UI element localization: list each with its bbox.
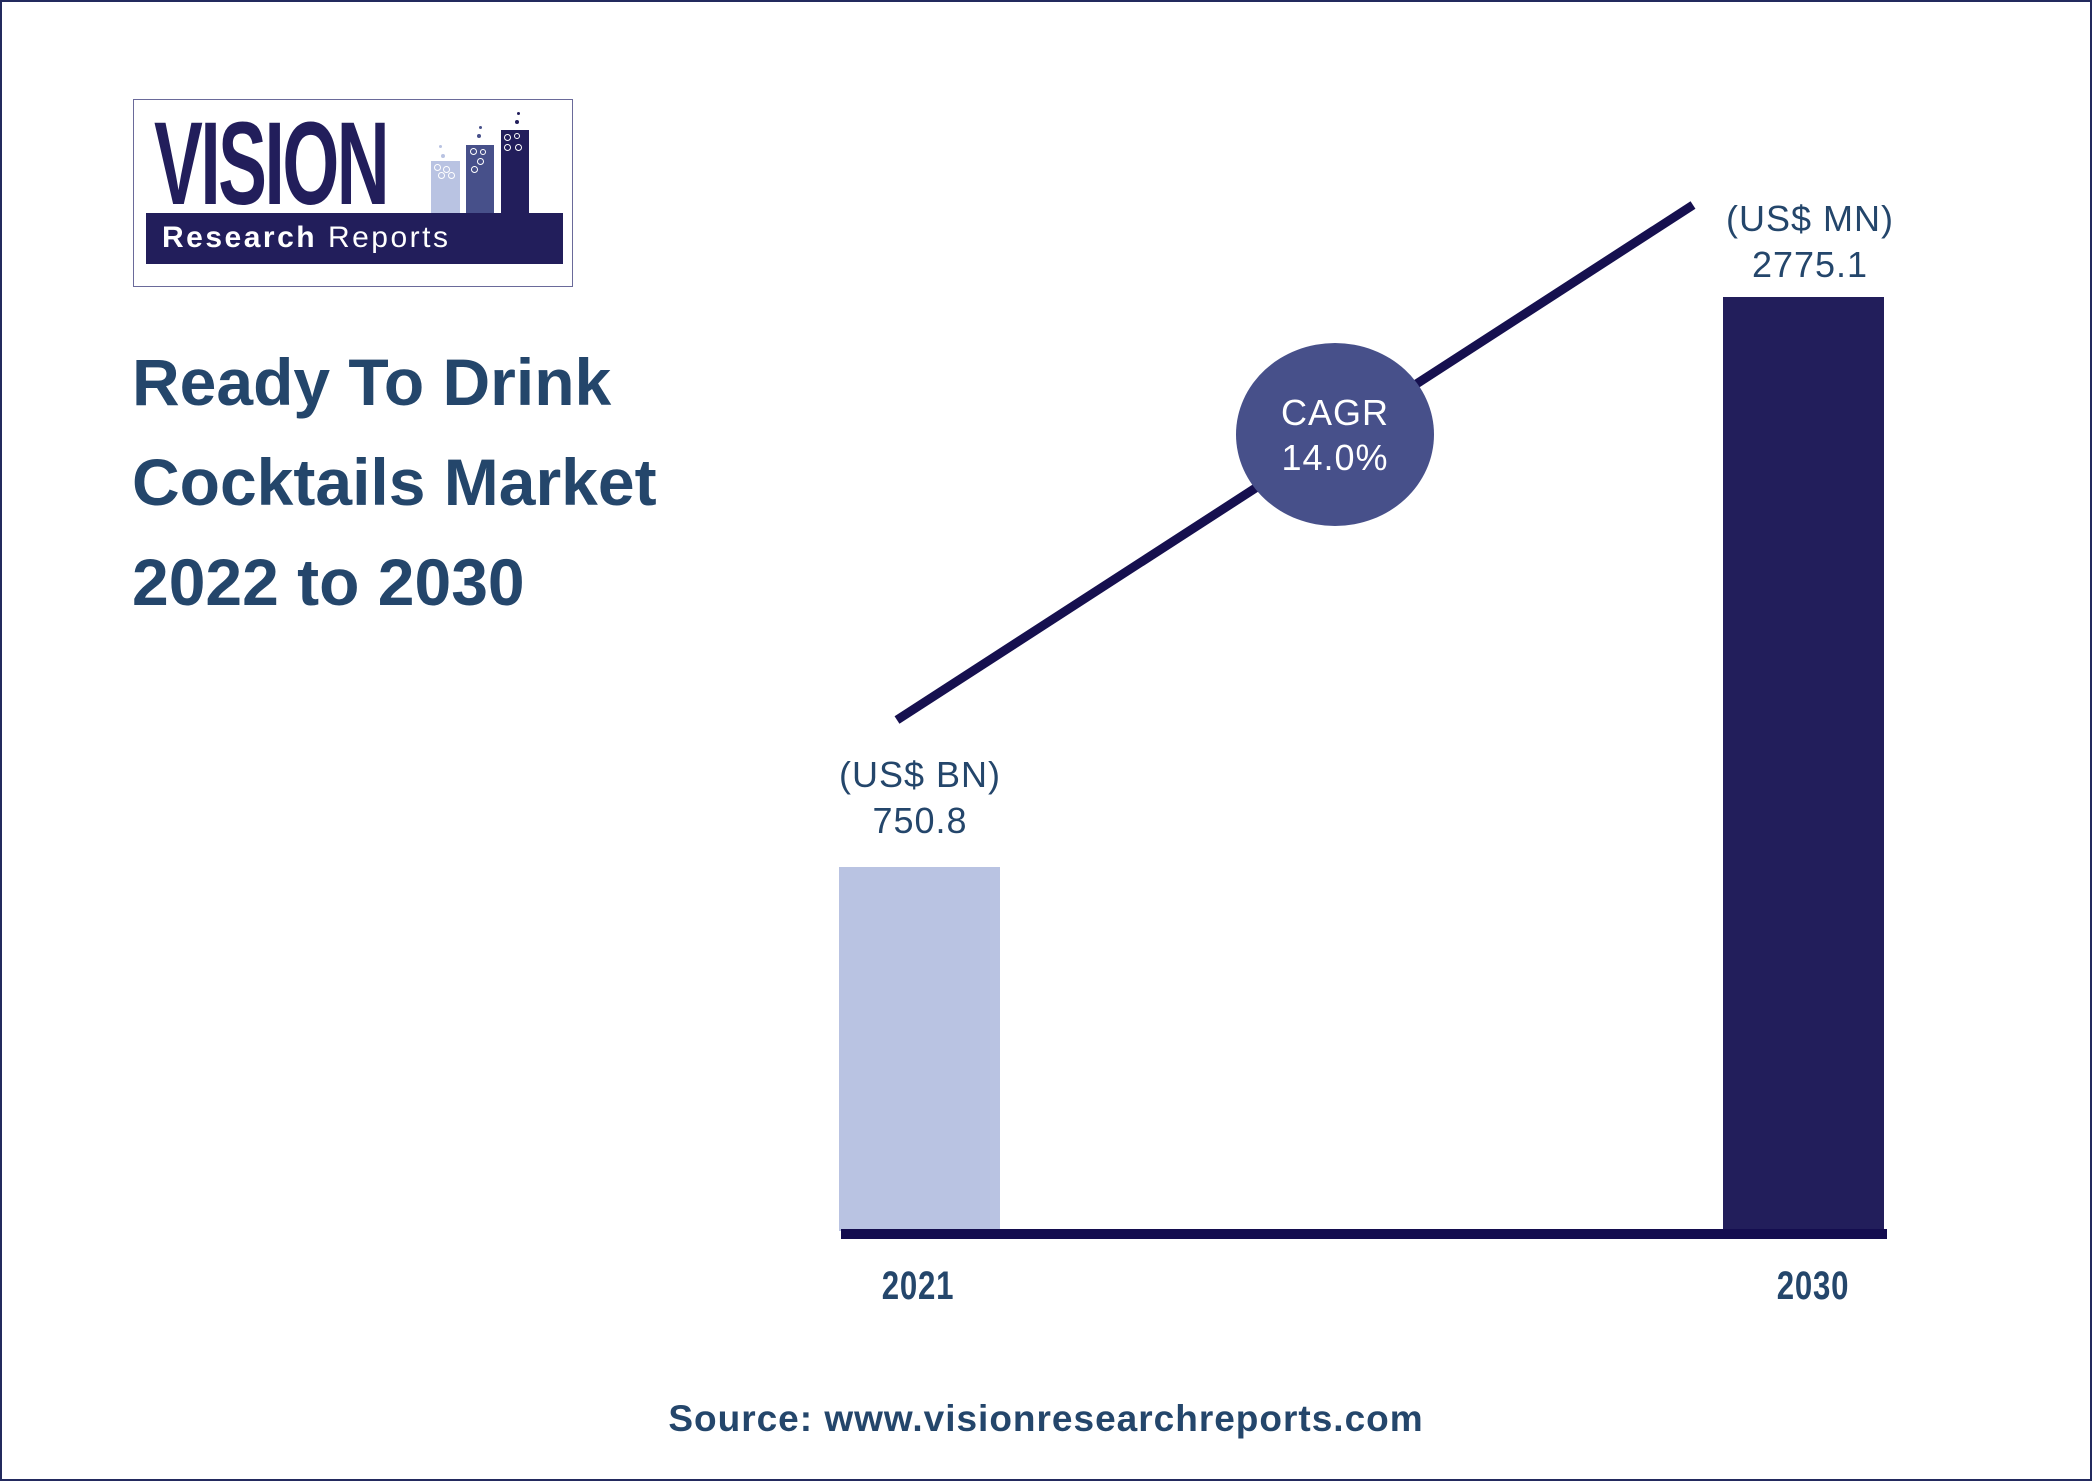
logo-tagline: Research Reports [162,221,450,255]
bubble-icon [504,144,511,151]
vision-research-reports-logo: VISION Research Reports [133,99,573,287]
cagr-label: CAGR [1280,392,1389,433]
bubble-icon [504,134,511,141]
bar-2021 [839,867,1000,1231]
bubble-icon [443,166,450,173]
bubble-icon [441,154,445,158]
bar-2030-unit: (US$ MN) [1726,198,1894,239]
x-tick-2030: 2030 [1776,1264,1850,1308]
bubble-icon [514,133,520,139]
logo-tagline-light: Reports [327,221,451,254]
bar-2021-unit: (US$ BN) [838,754,1002,795]
source-caption: Source: www.visionresearchreports.com [668,1398,1424,1439]
bar-2030 [1723,297,1884,1231]
logo-tagline-bold: Research [162,221,318,254]
bubble-icon [439,145,442,148]
logo-bar-mid [466,145,494,216]
title-line-2: Cocktails Market [132,445,657,519]
bubble-icon [517,112,520,115]
bubble-icon [470,148,477,155]
bubble-icon [515,144,522,151]
bubble-icon [438,172,445,179]
bubble-icon [515,120,519,124]
title-line-3: 2022 to 2030 [132,545,525,619]
bubble-icon [471,166,478,173]
title-line-1: Ready To Drink [132,345,612,419]
bubble-icon [434,164,441,171]
page-title: Ready To Drink Cocktails Market 2022 to … [132,332,657,632]
bubble-icon [480,149,486,155]
bubble-icon [477,134,481,138]
bar-2030-label: (US$ MN) 2775.1 [1700,196,1920,288]
bar-2030-value: 2775.1 [1751,244,1869,285]
bar-2021-value: 750.8 [872,800,968,841]
bar-2021-label: (US$ BN) 750.8 [820,752,1020,844]
x-axis-line [841,1229,1887,1239]
x-tick-2021: 2021 [881,1264,955,1308]
cagr-value: 14.0% [1281,437,1389,478]
logo-band: Research Reports [146,213,563,264]
bubble-icon [448,172,455,179]
bubble-icon [479,126,482,129]
logo-wordmark: VISION [154,98,390,230]
cagr-badge: CAGR 14.0% [1236,343,1434,526]
bubble-icon [477,158,484,165]
